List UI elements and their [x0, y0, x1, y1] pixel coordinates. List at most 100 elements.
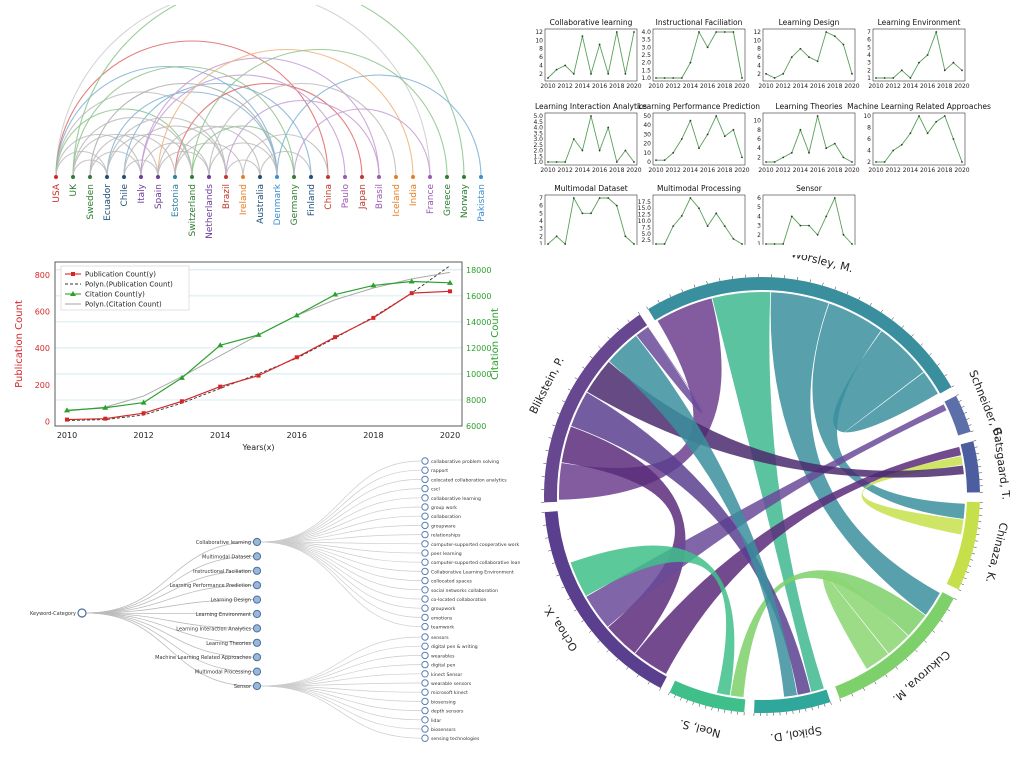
- y-tick-label: 8: [757, 127, 761, 134]
- y-tick-label: 2: [539, 233, 543, 240]
- tree-category-label: Learning Environment: [196, 612, 251, 618]
- arc-edge: [89, 83, 278, 178]
- tree-link: [260, 479, 422, 543]
- y-tick-label: 12: [753, 29, 761, 36]
- chord-tick: [548, 550, 552, 552]
- tree-category-node: [252, 609, 262, 619]
- panel-point: [833, 197, 836, 199]
- arc-node: [326, 175, 330, 179]
- chord-tick: [552, 424, 556, 427]
- chord-tick: [681, 289, 684, 292]
- tree-leaf-node: [421, 613, 429, 622]
- arc-node: [224, 175, 228, 179]
- y-tick-label: 4: [867, 52, 871, 59]
- tree-leaf-node: [421, 530, 429, 539]
- chord-tick: [973, 546, 977, 548]
- panel-point: [607, 126, 610, 129]
- panel-point: [633, 243, 635, 245]
- tree-link: [85, 612, 254, 615]
- series-point-citation: [140, 399, 147, 405]
- y-tick-label: 4.0: [533, 125, 543, 132]
- panel-point: [892, 149, 895, 152]
- arc-node-label: Spain: [154, 184, 164, 209]
- arc-edge: [157, 125, 261, 178]
- panel-point: [572, 197, 575, 199]
- arc-edge: [140, 142, 210, 178]
- arc-node-label: Netherlands: [205, 184, 215, 239]
- chord-tick: [940, 620, 943, 623]
- panel-point: [952, 138, 955, 140]
- y-tick-label: 6: [867, 136, 871, 143]
- chord-ribbon: [561, 426, 686, 654]
- panel-point: [607, 72, 610, 75]
- x-tick-label: 2014: [793, 167, 808, 174]
- arc-edge: [174, 125, 278, 178]
- arc-edge: [140, 57, 380, 178]
- arc-node-label: China: [324, 184, 334, 210]
- arc-edge: [208, 142, 278, 178]
- arc-node: [394, 175, 398, 179]
- x-tick-label: 2016: [920, 167, 935, 174]
- tree-link: [260, 534, 422, 543]
- panel-point: [773, 161, 776, 163]
- arc-node: [360, 175, 364, 179]
- chord-segment: [754, 689, 831, 713]
- arc-node-label: Chile: [120, 184, 130, 207]
- panel-point: [615, 31, 618, 33]
- x-tick-label: 2010: [648, 83, 663, 90]
- arc-node: [122, 175, 126, 179]
- arc-edge: [225, 159, 261, 178]
- chord-tick: [567, 598, 571, 601]
- y-tick-label: 2.5: [641, 52, 651, 59]
- chord-tick: [944, 374, 948, 377]
- panel-point: [547, 161, 549, 163]
- tree-link: [260, 541, 422, 618]
- panel-point: [663, 77, 666, 79]
- tree-leaf-node: [421, 604, 429, 612]
- y-tick-label: 10: [753, 118, 761, 125]
- tree-leaf-node: [421, 642, 429, 650]
- chord-segment-label: Gatsgaard, T.: [990, 426, 1010, 500]
- chord-tick: [597, 640, 600, 643]
- y-tick-label: 4: [867, 148, 871, 155]
- tree-leaf-node: [421, 503, 429, 511]
- chord-tick: [953, 598, 957, 600]
- panel-frame: [652, 28, 746, 82]
- y-tick-label: 7: [539, 195, 543, 202]
- chord-tick: [627, 319, 630, 323]
- tree-leaf-node: [421, 586, 429, 594]
- tree-category-label: Learning Interaction Analytics: [176, 626, 251, 632]
- tree-leaf-label: digital pen: [431, 663, 455, 669]
- tree-category-label: Learning Theories: [206, 641, 251, 647]
- chord-tick: [891, 317, 894, 320]
- y-tick-label: 15.0: [638, 205, 652, 212]
- tree-leaf-node: [421, 716, 429, 724]
- panel-point: [926, 132, 929, 135]
- chord-tick: [915, 649, 918, 653]
- arc-edge: [72, 116, 193, 178]
- chord-ribbon: [812, 303, 965, 519]
- tree-link: [260, 541, 422, 627]
- x-tick-label: 2012: [558, 83, 573, 90]
- tree-leaf-label: rapport: [431, 468, 448, 474]
- panel-frame: [544, 112, 638, 166]
- panel-title: Instructional Faciliation: [656, 18, 743, 27]
- chord-tick: [545, 450, 549, 452]
- panel-point: [564, 161, 567, 163]
- x-tick-label: 2020: [954, 83, 969, 90]
- tree-leaf-label: collaborative problem solving: [431, 459, 499, 465]
- y-tick-label: 5: [539, 210, 543, 217]
- x-tick-label: 2016: [592, 167, 607, 174]
- tree-leaf-label: teamwork: [431, 625, 454, 631]
- panel-point: [680, 77, 683, 79]
- tree-category-node: [252, 581, 262, 590]
- arc-node-label: Pakistan: [477, 184, 487, 222]
- tree-leaf-label: biosensing: [431, 699, 456, 705]
- tree-category-node: [252, 566, 262, 575]
- chord-segment-label: Ochoa, X.: [540, 602, 580, 654]
- chord-tick: [548, 437, 552, 439]
- panel-point: [547, 243, 549, 245]
- panel-point: [624, 235, 627, 238]
- tree-category-node: [252, 667, 262, 676]
- y-tick-label: 2.5: [533, 142, 543, 149]
